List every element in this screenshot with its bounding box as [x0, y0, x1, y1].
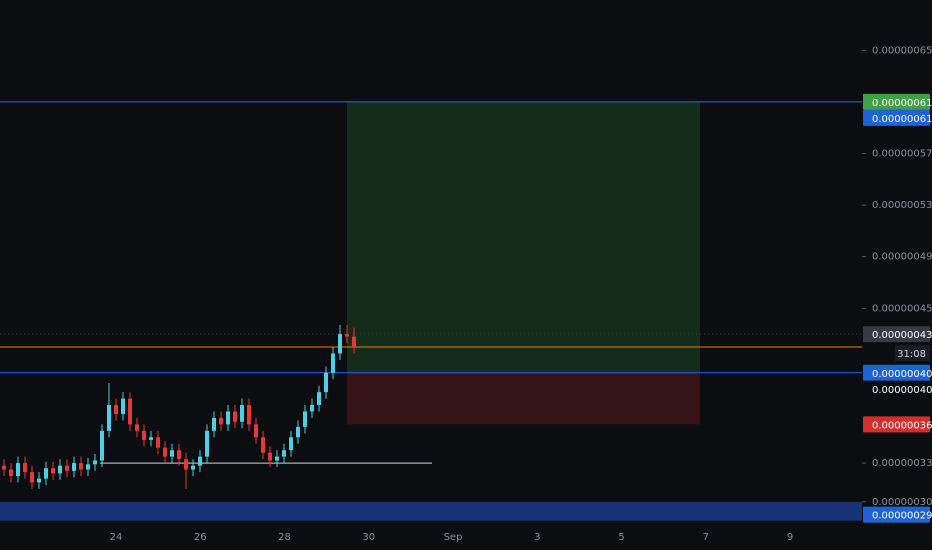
candle-body: [191, 465, 195, 470]
x-tick-label: 7: [703, 532, 709, 543]
y-tick-label: 0.00000049: [872, 252, 932, 263]
price-band: [0, 501, 862, 521]
x-tick-label: 9: [787, 532, 793, 543]
candle-body: [23, 463, 27, 473]
price-label: 0.00000040: [872, 385, 932, 396]
countdown-box: [895, 345, 930, 362]
candle-body: [142, 430, 146, 440]
candle-body: [2, 465, 6, 470]
x-tick-label: 30: [362, 532, 375, 543]
y-tick-label: 0.00000053: [872, 200, 932, 211]
x-tick-label: 24: [110, 532, 123, 543]
candle-body: [212, 417, 216, 431]
price-label: 0.00000061: [872, 114, 932, 125]
price-label: 0.00000061: [872, 98, 932, 109]
candle-body: [233, 411, 237, 422]
candle-body: [345, 334, 349, 337]
candle-body: [177, 450, 181, 460]
price-label-box: [863, 326, 930, 343]
candle-body: [198, 456, 202, 466]
y-tick-label: 0.00000033: [872, 458, 932, 469]
candle-body: [100, 430, 104, 461]
candle-body: [275, 456, 279, 461]
candle-body: [163, 447, 167, 457]
candle-body: [324, 372, 328, 393]
y-tick-label: 0.00000065: [872, 45, 932, 56]
candle-body: [79, 463, 83, 470]
candle-body: [149, 437, 153, 440]
candle-body: [170, 450, 174, 457]
candle-body: [156, 437, 160, 448]
candle-body: [72, 463, 76, 471]
candle-body: [317, 392, 321, 406]
candle-body: [226, 411, 230, 425]
y-tick-label: 0.00000030: [872, 497, 932, 508]
candle-body: [30, 472, 34, 483]
candle-body: [184, 459, 188, 470]
candle-body: [247, 405, 251, 425]
candle-body: [303, 411, 307, 427]
candle-body: [9, 469, 13, 476]
candle-body: [128, 398, 132, 425]
candle-body: [338, 334, 342, 354]
price-label-box: [863, 506, 930, 523]
candle-body: [310, 405, 314, 412]
x-tick-label: 26: [194, 532, 207, 543]
candle-body: [86, 464, 90, 470]
candle-body: [261, 437, 265, 453]
price-label: 0.00000036: [872, 420, 932, 431]
x-tick-label: Sep: [444, 532, 463, 543]
candle-body: [254, 424, 258, 438]
price-label-box: [863, 416, 930, 433]
candle-body: [93, 460, 97, 465]
candle-body: [289, 437, 293, 451]
candle-body: [121, 398, 125, 415]
y-tick-label: 0.00000045: [872, 303, 932, 314]
candle-body: [107, 405, 111, 431]
candle-body: [296, 426, 300, 438]
candle-body: [51, 468, 55, 474]
candle-body: [331, 353, 335, 373]
loss-zone: [347, 372, 700, 425]
price-label-box: [863, 109, 930, 126]
y-tick-label: 0.00000057: [872, 149, 932, 160]
candle-body: [16, 463, 20, 476]
candle-body: [135, 424, 139, 431]
x-tick-label: 3: [534, 532, 540, 543]
countdown: 31:08: [897, 349, 926, 360]
candle-body: [282, 450, 286, 457]
x-tick-label: 5: [618, 532, 624, 543]
candle-body: [44, 468, 48, 479]
candle-body: [37, 478, 41, 483]
candle-body: [219, 417, 223, 425]
candle-body: [352, 336, 356, 347]
price-label-box: [863, 93, 930, 110]
profit-zone: [347, 101, 700, 373]
candle-body: [205, 430, 209, 457]
candle-body: [114, 405, 118, 415]
candle-body: [58, 465, 62, 474]
price-label: 0.00000029: [872, 511, 932, 522]
price-label: 0.00000040: [872, 369, 932, 380]
x-tick-label: 28: [278, 532, 291, 543]
price-label-box: [863, 364, 930, 381]
candle-body: [240, 405, 244, 422]
candle-body: [268, 452, 272, 461]
price-label: 0.00000043: [872, 330, 932, 341]
candle-body: [65, 465, 69, 471]
price-label-box: [863, 380, 930, 397]
